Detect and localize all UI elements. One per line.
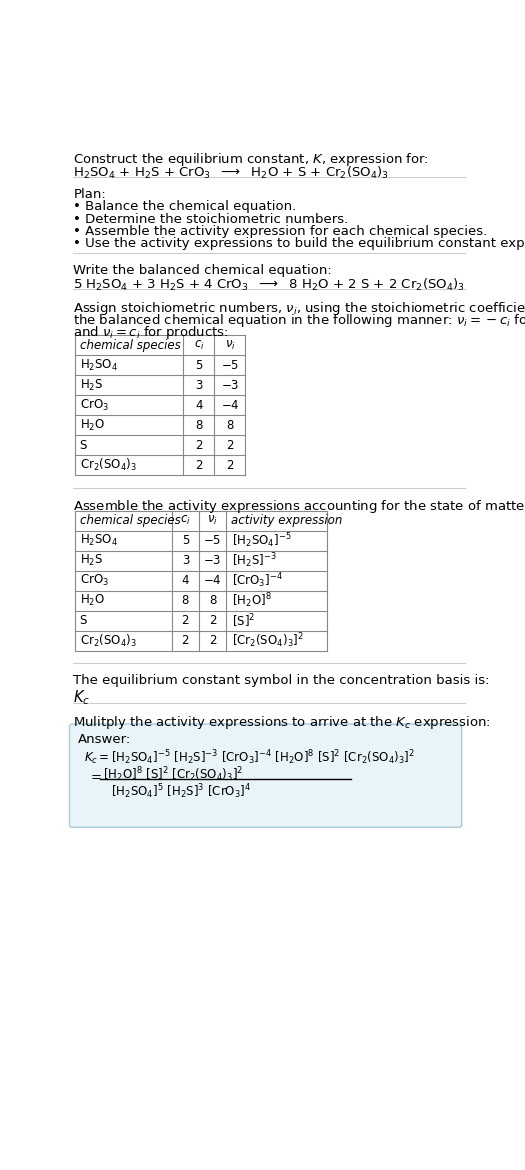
Text: $-3$: $-3$ (203, 555, 222, 567)
Text: H$_2$S: H$_2$S (80, 553, 103, 569)
Text: 2: 2 (182, 614, 189, 627)
Text: chemical species: chemical species (80, 515, 180, 528)
Text: 8: 8 (209, 594, 216, 607)
Text: $-5$: $-5$ (221, 359, 239, 372)
Text: $c_i$: $c_i$ (180, 515, 191, 528)
Text: 4: 4 (195, 399, 203, 412)
Text: 8: 8 (226, 419, 234, 432)
Text: 8: 8 (195, 419, 203, 432)
Text: S: S (80, 439, 87, 452)
Text: CrO$_3$: CrO$_3$ (80, 398, 109, 413)
Text: $[\mathrm{CrO_3}]^{-4}$: $[\mathrm{CrO_3}]^{-4}$ (232, 571, 283, 590)
Text: • Assemble the activity expression for each chemical species.: • Assemble the activity expression for e… (74, 225, 488, 239)
Text: Answer:: Answer: (78, 732, 131, 745)
Text: S: S (80, 614, 87, 627)
Text: $\nu_i$: $\nu_i$ (225, 338, 235, 352)
Text: Assemble the activity expressions accounting for the state of matter and $\nu_i$: Assemble the activity expressions accoun… (74, 498, 525, 516)
Text: Plan:: Plan: (74, 188, 106, 201)
Text: 3: 3 (195, 379, 203, 392)
Text: $[\mathrm{H_2SO_4}]^{-5}$: $[\mathrm{H_2SO_4}]^{-5}$ (232, 531, 292, 550)
Text: The equilibrium constant symbol in the concentration basis is:: The equilibrium constant symbol in the c… (74, 674, 490, 687)
Text: 4: 4 (182, 574, 189, 587)
Text: $-4$: $-4$ (220, 399, 239, 412)
Text: 2: 2 (226, 439, 234, 452)
Text: • Determine the stoichiometric numbers.: • Determine the stoichiometric numbers. (74, 213, 349, 226)
Text: Construct the equilibrium constant, $K$, expression for:: Construct the equilibrium constant, $K$,… (74, 151, 429, 168)
Text: Cr$_2$(SO$_4$)$_3$: Cr$_2$(SO$_4$)$_3$ (80, 633, 136, 649)
Text: Cr$_2$(SO$_4$)$_3$: Cr$_2$(SO$_4$)$_3$ (80, 457, 136, 474)
Text: CrO$_3$: CrO$_3$ (80, 573, 109, 589)
Text: • Use the activity expressions to build the equilibrium constant expression.: • Use the activity expressions to build … (74, 238, 525, 250)
Text: 2: 2 (182, 634, 189, 647)
Text: $[\mathrm{H_2S}]^{-3}$: $[\mathrm{H_2S}]^{-3}$ (232, 551, 277, 570)
Text: Write the balanced chemical equation:: Write the balanced chemical equation: (74, 263, 332, 276)
Text: $[\mathrm{H_2SO_4}]^{5}\ [\mathrm{H_2S}]^{3}\ [\mathrm{CrO_3}]^{4}$: $[\mathrm{H_2SO_4}]^{5}\ [\mathrm{H_2S}]… (111, 782, 251, 800)
Text: $K_c$: $K_c$ (74, 688, 90, 707)
Text: 2: 2 (195, 439, 203, 452)
Text: 2: 2 (209, 614, 216, 627)
Text: $K_c = [\mathrm{H_2SO_4}]^{-5}\ [\mathrm{H_2S}]^{-3}\ [\mathrm{CrO_3}]^{-4}\ [\m: $K_c = [\mathrm{H_2SO_4}]^{-5}\ [\mathrm… (84, 748, 415, 766)
Text: =: = (90, 771, 101, 784)
Text: the balanced chemical equation in the following manner: $\nu_i = -c_i$ for react: the balanced chemical equation in the fo… (74, 312, 525, 329)
Text: chemical species: chemical species (80, 339, 180, 352)
Text: 2: 2 (226, 459, 234, 472)
Text: H$_2$O: H$_2$O (80, 593, 105, 608)
FancyBboxPatch shape (69, 724, 461, 827)
Text: $-4$: $-4$ (203, 574, 222, 587)
Text: $[\mathrm{S}]^{2}$: $[\mathrm{S}]^{2}$ (232, 612, 256, 629)
Text: 8: 8 (182, 594, 189, 607)
Text: $[\mathrm{H_2O}]^{8}\ [\mathrm{S}]^{2}\ [\mathrm{Cr_2(SO_4)_3}]^{2}$: $[\mathrm{H_2O}]^{8}\ [\mathrm{S}]^{2}\ … (103, 765, 243, 784)
Text: $-3$: $-3$ (220, 379, 239, 392)
Text: $-5$: $-5$ (203, 535, 222, 548)
Text: 5: 5 (182, 535, 189, 548)
Text: $c_i$: $c_i$ (194, 338, 204, 352)
Text: and $\nu_i = c_i$ for products:: and $\nu_i = c_i$ for products: (74, 324, 229, 342)
Text: H$_2$O: H$_2$O (80, 418, 105, 433)
Text: 2: 2 (209, 634, 216, 647)
Text: H$_2$SO$_4$ + H$_2$S + CrO$_3$  $\longrightarrow$  H$_2$O + S + Cr$_2$(SO$_4$)$_: H$_2$SO$_4$ + H$_2$S + CrO$_3$ $\longrig… (74, 165, 390, 181)
Text: activity expression: activity expression (230, 515, 342, 528)
Text: H$_2$S: H$_2$S (80, 378, 103, 393)
Text: 3: 3 (182, 555, 189, 567)
Text: Assign stoichiometric numbers, $\nu_i$, using the stoichiometric coefficients, $: Assign stoichiometric numbers, $\nu_i$, … (74, 300, 525, 317)
Text: • Balance the chemical equation.: • Balance the chemical equation. (74, 200, 297, 213)
Text: Mulitply the activity expressions to arrive at the $K_c$ expression:: Mulitply the activity expressions to arr… (74, 714, 491, 731)
Text: $[\mathrm{H_2O}]^{8}$: $[\mathrm{H_2O}]^{8}$ (232, 592, 272, 611)
Text: $[\mathrm{Cr_2(SO_4)_3}]^{2}$: $[\mathrm{Cr_2(SO_4)_3}]^{2}$ (232, 632, 304, 651)
Text: 2: 2 (195, 459, 203, 472)
Text: 5: 5 (195, 359, 203, 372)
Text: H$_2$SO$_4$: H$_2$SO$_4$ (80, 534, 118, 549)
Text: 5 H$_2$SO$_4$ + 3 H$_2$S + 4 CrO$_3$  $\longrightarrow$  8 H$_2$O + 2 S + 2 Cr$_: 5 H$_2$SO$_4$ + 3 H$_2$S + 4 CrO$_3$ $\l… (74, 276, 465, 292)
Text: $\nu_i$: $\nu_i$ (207, 515, 218, 528)
Text: H$_2$SO$_4$: H$_2$SO$_4$ (80, 358, 118, 373)
